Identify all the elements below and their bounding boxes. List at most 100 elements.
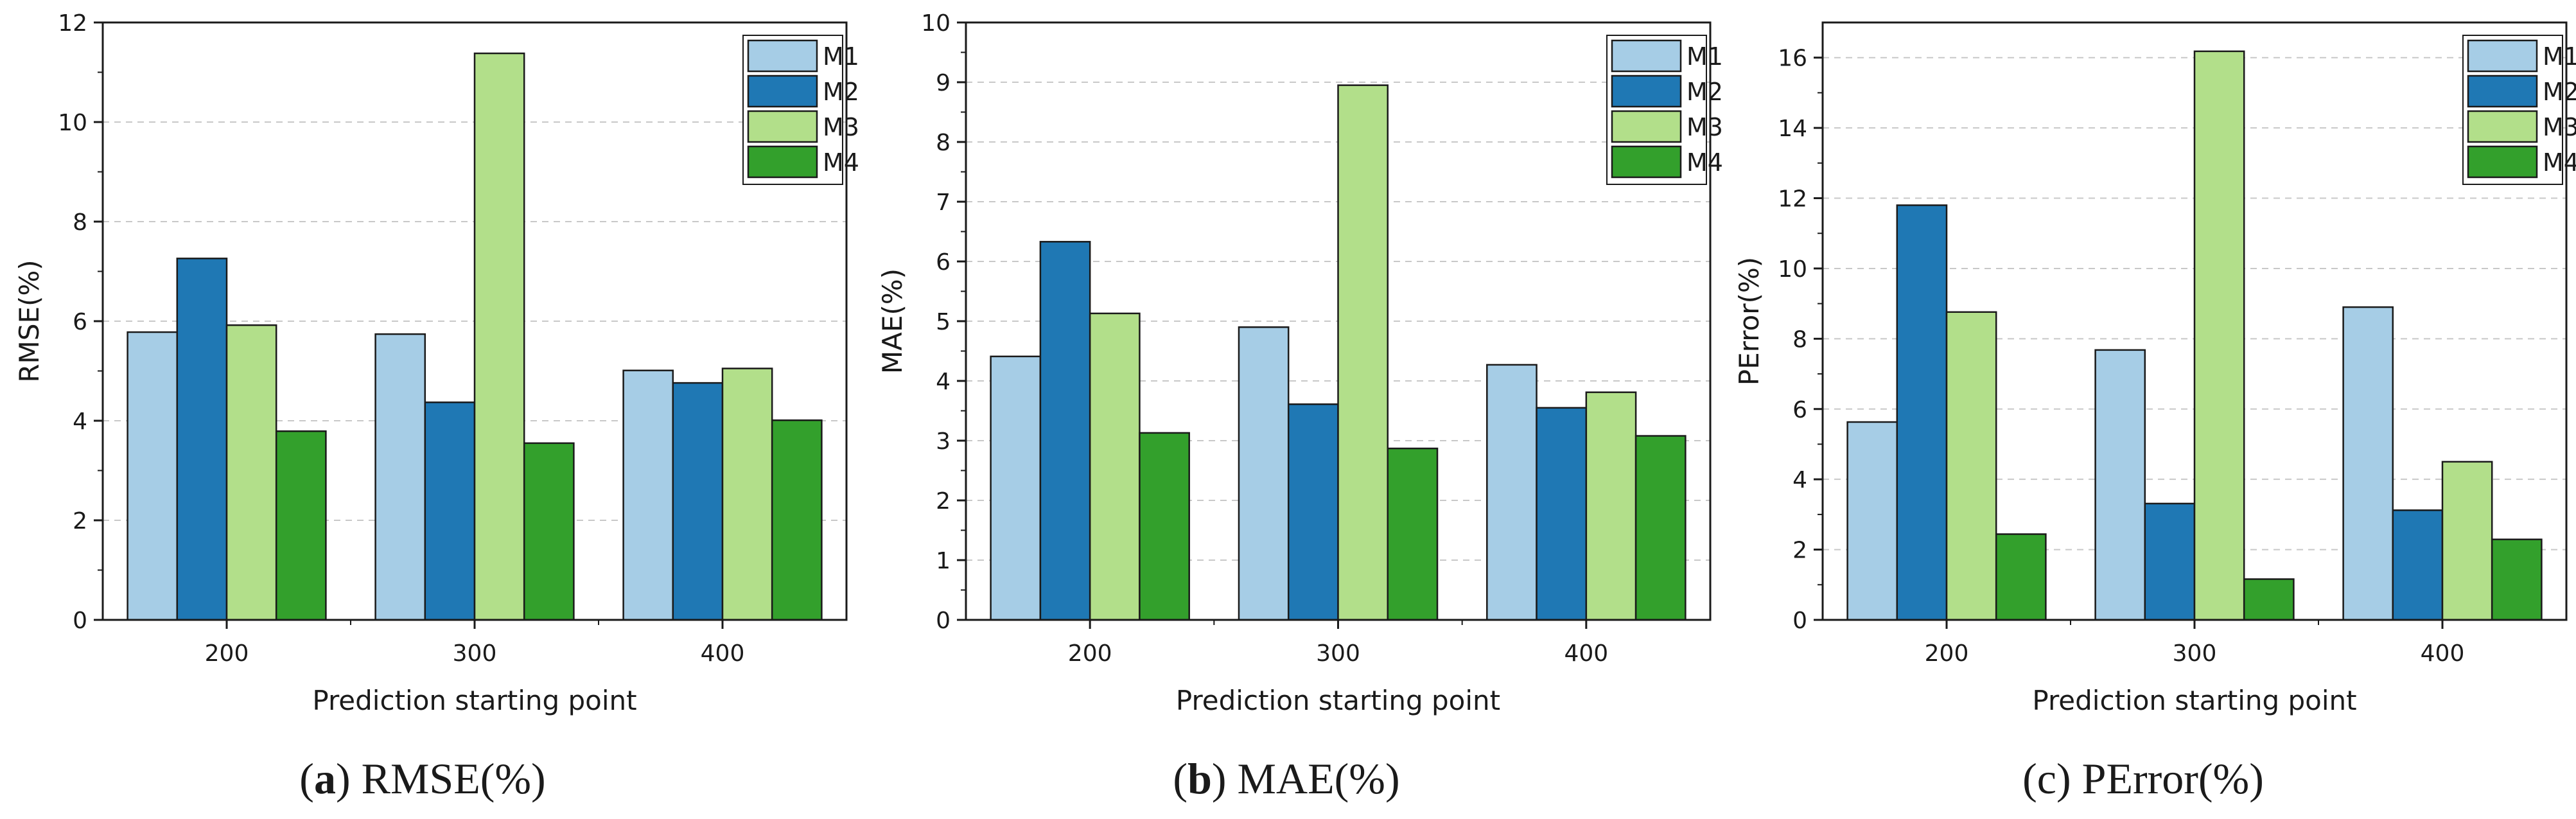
legend-label-m3: M3 [2543, 113, 2576, 141]
bar-m4-300 [1387, 447, 1439, 621]
bar-m4-400 [2491, 538, 2543, 621]
x-axis-label: Prediction starting point [312, 685, 636, 716]
legend-swatch-m1 [747, 39, 818, 73]
legend-label-m2: M2 [1687, 78, 1723, 106]
bar-m2-400 [672, 382, 724, 621]
bar-m1-300 [2094, 349, 2146, 621]
legend-swatch-m4 [747, 145, 818, 179]
y-tick-label: 3 [936, 428, 951, 455]
y-tick-label: 8 [73, 209, 87, 236]
y-tick-label: 4 [73, 409, 87, 435]
panel-caption: (b) MAE(%) [1173, 754, 1399, 803]
legend-label-m3: M3 [1687, 113, 1723, 141]
bar-m4-200 [1139, 432, 1190, 621]
bar-m4-300 [2243, 578, 2295, 621]
bar-m2-300 [1287, 403, 1339, 621]
caption-open-paren: ( [1173, 754, 1187, 803]
y-tick-label: 0 [73, 608, 87, 634]
x-axis-label: Prediction starting point [1176, 685, 1500, 716]
legend-swatch-m3 [1611, 110, 1682, 143]
plot-frame [101, 21, 848, 621]
y-tick-label: 4 [1792, 467, 1807, 493]
bar-m2-400 [2392, 509, 2444, 621]
legend-swatch-m4 [1611, 145, 1682, 179]
legend-swatch-m2 [747, 75, 818, 108]
bar-m2-200 [1896, 204, 1948, 621]
bar-m3-200 [1945, 311, 1997, 621]
y-tick-label: 9 [936, 70, 951, 96]
panel-caption: (a) RMSE(%) [299, 754, 545, 803]
bar-m3-400 [1585, 391, 1637, 621]
y-tick-label: 6 [936, 249, 951, 276]
x-tick-label: 200 [1068, 640, 1112, 667]
chart-panel-1: 0 2 4 6 8 10 12 200 300 400 Prediction starting po… [13, 10, 859, 803]
x-axis-label: Prediction starting point [2032, 685, 2356, 716]
bar-m3-300 [473, 52, 525, 621]
caption-letter: a [314, 754, 336, 803]
caption-open-paren: ( [299, 754, 314, 803]
y-tick-label: 8 [936, 130, 951, 156]
y-tick-label: 1 [936, 548, 951, 574]
bar-m4-300 [523, 442, 575, 621]
bar-m2-300 [2144, 502, 2196, 621]
legend-label-m4: M4 [1687, 148, 1723, 177]
legend: M1 M2 M3 M4 [742, 35, 859, 185]
y-tick-label: 12 [1778, 186, 1807, 213]
bar-m1-400 [1486, 364, 1538, 621]
legend-swatch-m1 [1611, 39, 1682, 73]
legend-swatch-m4 [2467, 145, 2538, 179]
legend-swatch-m2 [1611, 75, 1682, 108]
bar-m1-400 [622, 369, 674, 621]
legend-label-m4: M4 [823, 148, 859, 177]
caption-letter: b [1187, 754, 1212, 803]
legend-swatch-m3 [2467, 110, 2538, 143]
bar-m4-400 [1634, 435, 1687, 621]
legend-label-m3: M3 [823, 113, 859, 141]
y-tick-label: 10 [1778, 256, 1807, 283]
y-tick-label: 2 [73, 508, 87, 534]
x-tick-label: 200 [1925, 640, 1969, 667]
legend: M1 M2 M3 M4 [2462, 35, 2576, 185]
y-tick-label: 4 [936, 369, 951, 395]
legend-swatch-m3 [747, 110, 818, 143]
y-tick-label: 14 [1778, 116, 1807, 142]
bar-m1-200 [990, 355, 1042, 621]
y-tick-label: 0 [1792, 608, 1807, 634]
y-tick-label: 6 [73, 309, 87, 335]
bar-m1-300 [1238, 326, 1290, 621]
x-tick-label: 400 [1564, 640, 1608, 667]
y-axis-label: PError(%) [1733, 257, 1765, 385]
x-tick-label: 300 [2173, 640, 2217, 667]
caption-close-paren: ) [2056, 754, 2082, 803]
bar-m3-300 [1337, 84, 1389, 621]
y-tick-label: 7 [936, 189, 951, 216]
bar-m1-400 [2342, 306, 2394, 621]
bar-m3-400 [2441, 461, 2493, 621]
y-tick-label: 8 [1792, 326, 1807, 353]
caption-label: RMSE(%) [362, 754, 546, 803]
y-tick-label: 12 [58, 10, 87, 37]
caption-open-paren: ( [2022, 754, 2037, 803]
x-tick-label: 300 [453, 640, 497, 667]
bar-m1-200 [1846, 421, 1898, 621]
bar-m4-400 [771, 419, 823, 621]
caption-close-paren: ) [1212, 754, 1238, 803]
caption-letter: c [2037, 754, 2056, 803]
bar-m4-200 [275, 430, 327, 621]
x-tick-label: 300 [1316, 640, 1360, 667]
bar-m2-200 [1039, 241, 1091, 621]
y-axis-label: MAE(%) [877, 269, 908, 374]
y-tick-label: 6 [1792, 397, 1807, 423]
bar-m2-200 [176, 258, 228, 621]
legend-label-m1: M1 [1687, 42, 1723, 71]
bar-m4-200 [1995, 533, 2047, 621]
y-tick-label: 0 [936, 608, 951, 634]
legend: M1 M2 M3 M4 [1606, 35, 1723, 185]
bar-m3-200 [225, 324, 277, 621]
bar-m3-400 [721, 367, 773, 621]
y-tick-label: 16 [1778, 46, 1807, 72]
bar-m2-300 [424, 401, 476, 621]
chart-panel-2: 0 1 2 3 4 5 6 7 8 9 10 200 300 400 Prediction starting… [877, 10, 1723, 803]
legend-swatch-m2 [2467, 75, 2538, 108]
